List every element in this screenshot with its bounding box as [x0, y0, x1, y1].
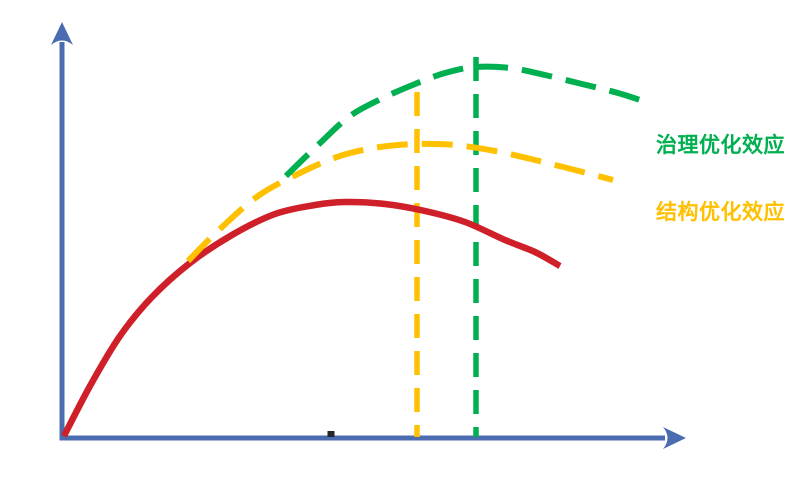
structure-optimization-curve: [185, 140, 614, 264]
y-axis-arrowhead-icon: [51, 22, 73, 45]
structure-curve-label: 结构优化效应: [656, 201, 785, 224]
base-effect-curve: [61, 198, 562, 438]
governance-optimization-curve: [283, 63, 653, 179]
x-axis-arrowhead-icon: [663, 427, 686, 449]
x-axis-tick: [327, 431, 335, 437]
governance-curve-label: 治理优化效应: [656, 134, 785, 157]
axes-lines: [59, 42, 665, 441]
